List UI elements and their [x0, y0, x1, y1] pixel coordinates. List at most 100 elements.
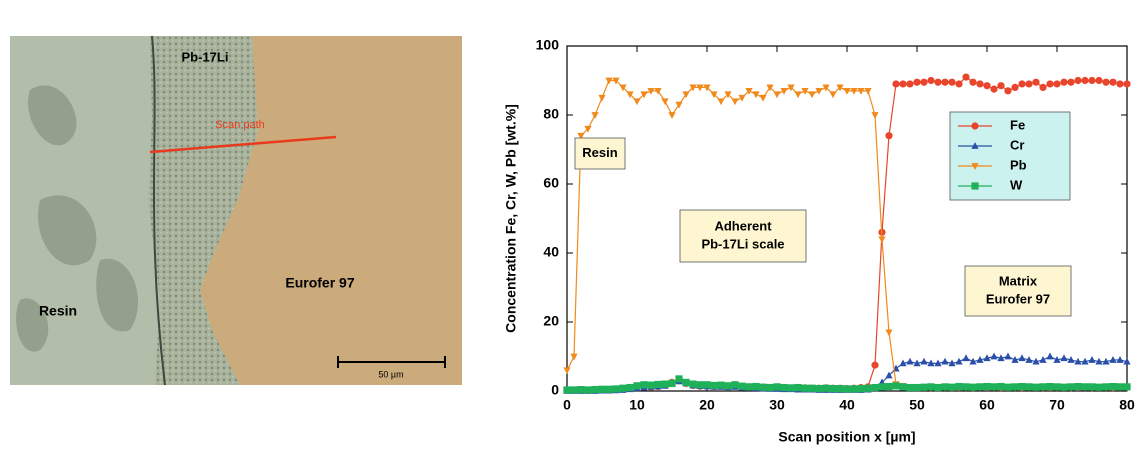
- marker: [1053, 355, 1061, 363]
- marker: [661, 98, 669, 106]
- marker: [871, 383, 879, 392]
- marker: [745, 383, 753, 391]
- marker: [612, 385, 620, 393]
- annotation-box: [964, 265, 1072, 317]
- marker: [829, 91, 837, 99]
- marker: [920, 383, 928, 391]
- marker: [1032, 383, 1040, 391]
- marker: [1060, 354, 1068, 362]
- marker: [976, 383, 984, 391]
- marker: [850, 385, 858, 393]
- marker: [1102, 357, 1110, 365]
- x-tick-label: 40: [839, 397, 855, 413]
- marker: [906, 357, 914, 365]
- marker: [906, 80, 914, 88]
- marker: [626, 91, 634, 99]
- marker: [808, 384, 816, 392]
- marker: [563, 367, 571, 375]
- marker: [829, 384, 837, 393]
- marker: [864, 384, 872, 392]
- y-tick-label: 20: [543, 313, 559, 329]
- marker: [899, 80, 907, 88]
- marker: [647, 87, 655, 95]
- marker: [577, 386, 585, 394]
- marker: [1011, 355, 1019, 363]
- legend-label: W: [1010, 177, 1023, 192]
- marker: [1039, 383, 1047, 391]
- marker: [1039, 355, 1047, 363]
- x-tick-label: 20: [699, 397, 715, 413]
- marker: [822, 84, 830, 92]
- marker: [976, 80, 984, 88]
- marker: [752, 91, 760, 99]
- marker: [570, 386, 578, 394]
- marker: [738, 382, 746, 390]
- marker: [1025, 383, 1033, 391]
- marker: [1053, 80, 1061, 88]
- marker: [955, 382, 963, 391]
- marker: [815, 384, 823, 393]
- annotation-text: Matrix: [999, 273, 1038, 288]
- marker: [871, 112, 879, 119]
- marker: [913, 359, 921, 367]
- marker: [969, 357, 977, 365]
- marker: [1060, 78, 1068, 86]
- marker: [969, 383, 977, 391]
- marker: [1011, 83, 1019, 91]
- annotation-box: [679, 209, 807, 263]
- legend-marker: [971, 122, 979, 130]
- marker: [1102, 78, 1110, 86]
- marker: [717, 381, 725, 389]
- marker: [983, 382, 991, 391]
- marker: [899, 383, 907, 391]
- marker: [696, 381, 704, 389]
- marker: [920, 357, 928, 365]
- crack: [151, 35, 166, 386]
- marker: [773, 383, 781, 391]
- marker: [885, 132, 893, 140]
- marker: [766, 383, 774, 392]
- marker: [1039, 83, 1047, 91]
- marker: [682, 378, 690, 386]
- marker: [1081, 357, 1089, 365]
- marker: [1116, 355, 1124, 363]
- marker: [948, 383, 956, 391]
- marker: [654, 380, 662, 389]
- y-tick-label: 60: [543, 175, 559, 191]
- marker: [843, 87, 851, 95]
- marker: [808, 91, 816, 99]
- marker: [773, 91, 781, 99]
- marker: [703, 84, 711, 92]
- marker: [668, 112, 676, 119]
- marker: [605, 385, 613, 393]
- marker: [934, 78, 942, 86]
- marker: [1025, 80, 1033, 88]
- marker: [1067, 383, 1075, 391]
- marker: [976, 355, 984, 363]
- marker: [836, 84, 844, 92]
- marker: [1095, 383, 1103, 391]
- marker: [1074, 357, 1082, 365]
- marker: [682, 91, 690, 99]
- marker: [892, 382, 900, 390]
- marker: [990, 383, 998, 391]
- marker: [591, 386, 599, 394]
- marker: [745, 87, 753, 95]
- marker: [941, 78, 949, 86]
- marker: [885, 371, 893, 379]
- annotation-text: Eurofer 97: [986, 291, 1050, 306]
- marker: [857, 87, 865, 95]
- micrograph-label: Scan path: [215, 119, 265, 131]
- marker: [794, 91, 802, 99]
- marker: [738, 94, 746, 102]
- marker: [633, 98, 641, 106]
- marker: [899, 359, 907, 367]
- marker: [1095, 76, 1103, 85]
- marker: [1018, 382, 1026, 391]
- marker: [661, 380, 669, 388]
- marker: [626, 383, 634, 392]
- legend-marker: [971, 163, 979, 170]
- marker: [577, 132, 585, 140]
- marker: [1074, 76, 1082, 85]
